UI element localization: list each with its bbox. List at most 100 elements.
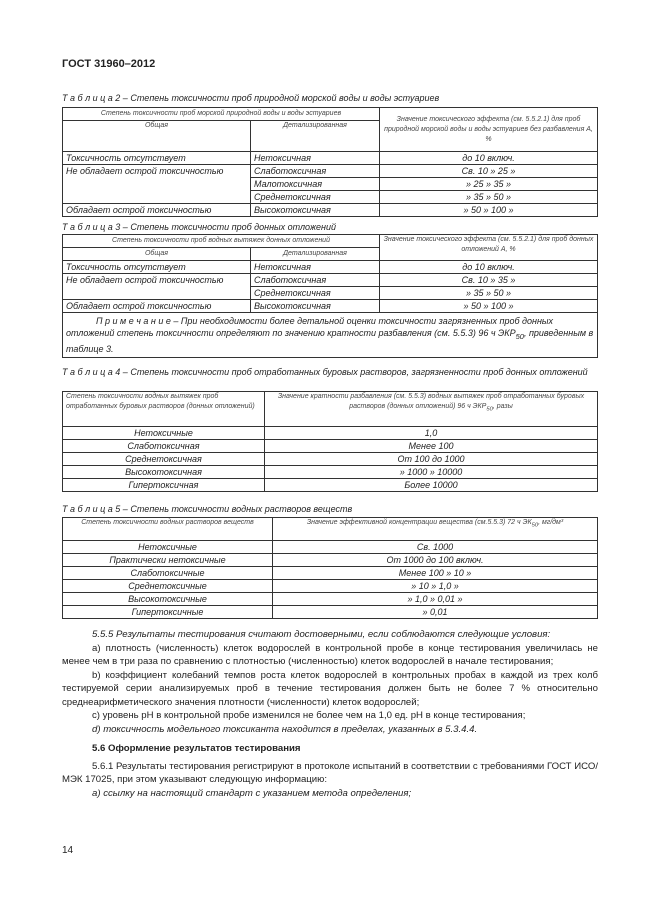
table-header: Степень токсичности проб морской природн…: [61, 107, 381, 121]
cell: Гипертоксичные: [62, 605, 273, 619]
cell: Не обладает острой токсичностью: [62, 273, 251, 300]
cell: Гипертоксичная: [62, 478, 265, 492]
cell: Нетоксичные: [62, 426, 265, 440]
subscript: 50: [486, 406, 493, 413]
cell: » 0,01: [272, 605, 598, 619]
table-row: Среднетоксичная» 35 » 50 »: [63, 190, 598, 204]
cell: Более 10000: [264, 478, 598, 492]
table-row: Малотоксичная» 25 » 35 »: [63, 177, 598, 191]
page-number: 14: [62, 845, 74, 856]
cell: Не обладает острой токсичностью: [62, 164, 251, 204]
cell: Обладает острой токсичностью: [62, 203, 251, 217]
table-header: Степень токсичности водных вытяжек проб …: [62, 391, 265, 427]
cell: Св. 10 » 25 »: [379, 164, 598, 178]
cell: » 50 » 100 »: [379, 299, 598, 313]
cell: Св. 1000: [272, 540, 598, 554]
table-header: Детализированная: [249, 120, 381, 152]
table-header: Значение токсического эффекта (см. 5.5.2…: [379, 234, 598, 261]
cell: Высокотоксичная: [250, 299, 380, 313]
table-row: Среднетоксичные» 10 » 1,0 »: [62, 579, 598, 593]
cell: » 1000 » 10000: [264, 465, 598, 479]
cell: Высокотоксичная: [249, 203, 381, 217]
header-text-end: , мг/дм³: [538, 519, 564, 526]
table-row: Слаботоксичная Менее 100: [62, 439, 598, 453]
table-header: Значение кратности разбавления (см. 5.5.…: [264, 391, 598, 427]
cell: » 1,0 » 0,01 »: [272, 592, 598, 606]
cell: Токсичность отсутствует: [62, 151, 251, 165]
cell: Среднетоксичная: [249, 190, 381, 204]
table-3: Степень токсичности проб водных вытяжек …: [62, 234, 598, 358]
table-row: Токсичность отсутствует Нетоксичная до 10 …: [62, 260, 598, 274]
cell: Высокотоксичная: [62, 465, 265, 479]
paragraph-c: c) уровень pH в контрольной пробе измени…: [92, 710, 526, 721]
table-header: Степень токсичности проб водных вытяжек …: [62, 234, 380, 248]
cell: Слаботоксичная: [62, 439, 265, 453]
table-row: Не обладает острой токсичностью Слаботокс…: [62, 273, 598, 300]
header-text: Значение кратности разбавления (см. 5.5.…: [277, 393, 585, 410]
note-text-end: , приведенным в таблице 3.: [66, 328, 594, 354]
paragraph-a: а) плотность (численность) клеток водоро…: [62, 642, 598, 668]
paragraph-b: b) коэффициент колебаний темпов роста кл…: [62, 669, 598, 708]
cell: » 25 » 35 »: [379, 177, 598, 191]
table-row: Гипертоксичные» 0,01: [62, 605, 598, 619]
cell: Практически нетоксичные: [62, 553, 273, 567]
cell: Нетоксичная: [249, 151, 381, 165]
table-note: П р и м е ч а н и е – При необходимости …: [62, 312, 598, 358]
cell: Высокотоксичные: [62, 592, 273, 606]
table-row: Слаботоксичные Менее 100 » 10 »: [62, 566, 598, 580]
table-row: Обладает острой токсичностью Высокотоксич…: [62, 299, 598, 313]
table-row: Практически нетоксичные От 1000 до 100 вк…: [62, 553, 598, 567]
cell: Слаботоксичная: [250, 273, 380, 287]
header-text-end: , разы: [492, 403, 513, 410]
cell: Среднетоксичные: [62, 579, 273, 593]
body-text: 5.5.5 Результаты тестирования считают до…: [62, 628, 598, 800]
table-header: Детализированная: [250, 247, 380, 261]
table-2-caption: Т а б л и ц а 2 – Степень токсичности пр…: [62, 93, 440, 103]
cell: Токсичность отсутствует: [62, 260, 251, 274]
subscript: 50: [515, 331, 524, 341]
cell: » 35 » 50 »: [379, 190, 598, 204]
table-row: Не обладает острой токсичностью Слаботокс…: [62, 164, 598, 204]
table-4-caption: Т а б л и ц а 4 – Степень токсичности пр…: [62, 367, 588, 377]
cell: Менее 100 » 10 »: [272, 566, 598, 580]
subscript: 50: [531, 522, 539, 529]
table-row: Высокотоксичные» 1,0 » 0,01 »: [62, 592, 598, 606]
cell: Нетоксичные: [62, 540, 273, 554]
table-header: Степень токсичности водных растворов вещ…: [62, 517, 273, 541]
table-header: Общая: [62, 120, 251, 152]
table-4: Степень токсичности водных вытяжек проб …: [62, 391, 598, 492]
table-header: Значение эффективной концентрации вещест…: [272, 517, 598, 541]
cell: Обладает острой токсичностью: [62, 299, 251, 313]
cell: Нетоксичная: [250, 260, 380, 274]
cell: Менее 100: [264, 439, 598, 453]
cell: до 10 включ.: [379, 151, 598, 165]
paragraph-a2: а) ссылку на настоящий стандарт с указан…: [92, 787, 412, 799]
table-row: Нетоксичные Св. 1000: [62, 540, 598, 554]
cell: Среднетоксичная: [62, 452, 265, 466]
cell: до 10 включ.: [379, 260, 598, 274]
cell: Слаботоксичные: [62, 566, 273, 580]
table-header: Значение токсического эффекта (см. 5.5.2…: [379, 107, 598, 152]
note-text: П р и м е ч а н и е – При необходимости …: [66, 316, 554, 338]
cell: » 10 » 1,0 »: [272, 579, 598, 593]
table-row: Обладает острой токсичностью Высокотоксич…: [62, 203, 598, 217]
document-header: ГОСТ 31960–2012: [62, 58, 156, 70]
cell: Малотоксичная: [249, 177, 381, 191]
header-text: Значение эффективной концентрации вещест…: [306, 519, 532, 526]
cell: » 35 » 50 »: [379, 286, 598, 300]
table-3-caption: Т а б л и ц а 3 – Степень токсичности пр…: [62, 222, 337, 232]
table-5-caption: Т а б л и ц а 5 – Степень токсичности во…: [62, 504, 353, 514]
table-row: Нетоксичные 1,0: [62, 426, 598, 440]
paragraph-d: d) токсичность модельного токсиканта нах…: [92, 723, 478, 735]
table-5: Степень токсичности водных растворов вещ…: [62, 517, 598, 619]
cell: От 1000 до 100 включ.: [272, 553, 598, 567]
cell: Среднетоксичная: [250, 286, 380, 300]
cell: 1,0: [264, 426, 598, 440]
cell: » 50 » 100 »: [379, 203, 598, 217]
cell: Слаботоксичная: [249, 164, 381, 178]
section-5-6-title: 5.6 Оформление результатов тестирования: [92, 743, 301, 754]
table-row: Среднетоксичная От 100 до 1000: [62, 452, 598, 466]
paragraph-5-5-5: 5.5.5 Результаты тестирования считают до…: [92, 629, 551, 640]
table-header: Общая: [62, 247, 251, 261]
